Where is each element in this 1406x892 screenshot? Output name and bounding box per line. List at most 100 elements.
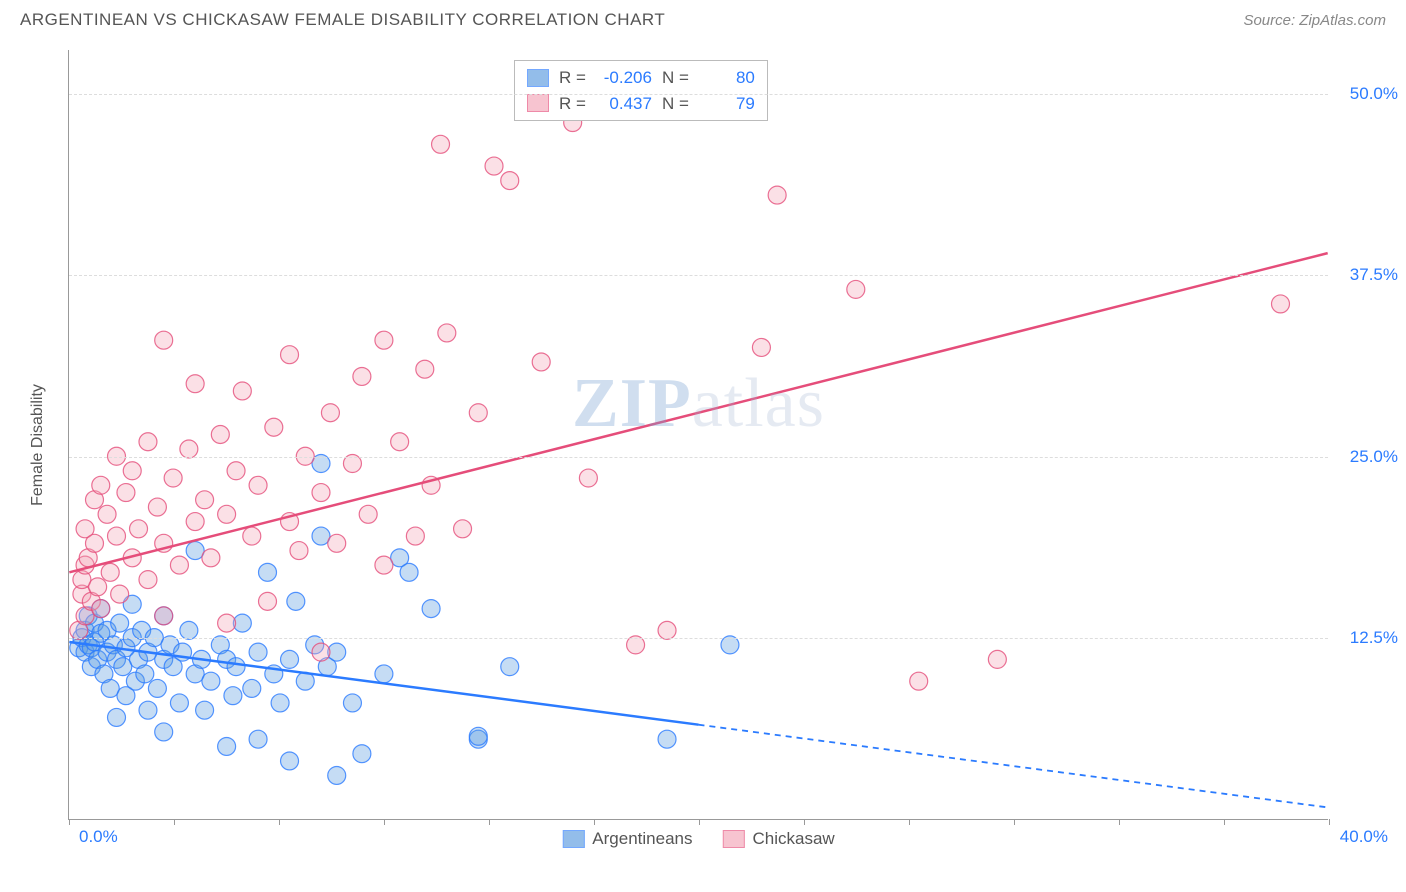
gridline [69, 638, 1328, 639]
data-point [1272, 295, 1290, 313]
x-tick [489, 819, 490, 825]
data-point [438, 324, 456, 342]
legend-label-argentineans: Argentineans [592, 829, 692, 849]
x-tick [69, 819, 70, 825]
data-point [155, 723, 173, 741]
data-point [108, 527, 126, 545]
r-label: R = [559, 65, 586, 91]
data-point [281, 346, 299, 364]
data-point [180, 621, 198, 639]
data-point [768, 186, 786, 204]
data-point [271, 694, 289, 712]
data-point [321, 404, 339, 422]
data-point [290, 542, 308, 560]
data-point [375, 331, 393, 349]
data-point [469, 404, 487, 422]
data-point [196, 701, 214, 719]
data-point [249, 730, 267, 748]
data-point [89, 578, 107, 596]
data-point [211, 426, 229, 444]
x-tick [1224, 819, 1225, 825]
chart-title: ARGENTINEAN VS CHICKASAW FEMALE DISABILI… [20, 10, 665, 30]
data-point [847, 280, 865, 298]
data-point [202, 672, 220, 690]
swatch-argentineans [562, 830, 584, 848]
data-point [186, 375, 204, 393]
data-point [406, 527, 424, 545]
source-attribution: Source: ZipAtlas.com [1243, 12, 1386, 29]
data-point [287, 592, 305, 610]
data-point [218, 505, 236, 523]
data-point [359, 505, 377, 523]
data-point [218, 614, 236, 632]
data-point [170, 556, 188, 574]
chart-container: Female Disability ZIPatlas R = -0.206 N … [48, 50, 1388, 840]
data-point [202, 549, 220, 567]
data-point [85, 534, 103, 552]
legend-label-chickasaw: Chickasaw [752, 829, 834, 849]
data-point [501, 172, 519, 190]
data-point [752, 338, 770, 356]
data-point [243, 679, 261, 697]
series-legend: Argentineans Chickasaw [562, 829, 834, 849]
data-point [454, 520, 472, 538]
data-point [186, 513, 204, 531]
data-point [422, 600, 440, 618]
data-point [312, 643, 330, 661]
data-point [130, 520, 148, 538]
data-point [224, 687, 242, 705]
data-point [111, 585, 129, 603]
data-point [375, 665, 393, 683]
data-point [353, 367, 371, 385]
data-point [92, 600, 110, 618]
data-point [196, 491, 214, 509]
data-point [259, 563, 277, 581]
data-point [416, 360, 434, 378]
data-point [658, 730, 676, 748]
x-tick [699, 819, 700, 825]
data-point [111, 614, 129, 632]
swatch-chickasaw [527, 94, 549, 112]
y-tick-label: 25.0% [1338, 447, 1398, 467]
data-point [281, 650, 299, 668]
data-point [281, 752, 299, 770]
data-point [227, 658, 245, 676]
data-point [92, 476, 110, 494]
data-point [243, 527, 261, 545]
swatch-argentineans [527, 69, 549, 87]
data-point [136, 665, 154, 683]
data-point [353, 745, 371, 763]
y-axis-title: Female Disability [29, 384, 47, 506]
stats-row-argentineans: R = -0.206 N = 80 [527, 65, 755, 91]
regression-line [69, 253, 1327, 572]
x-tick [1119, 819, 1120, 825]
data-point [139, 571, 157, 589]
data-point [101, 563, 119, 581]
data-point [227, 462, 245, 480]
data-point [469, 727, 487, 745]
legend-item-argentineans: Argentineans [562, 829, 692, 849]
x-tick [594, 819, 595, 825]
data-point [910, 672, 928, 690]
r-value-argentineans: -0.206 [596, 65, 652, 91]
x-axis-origin-label: 0.0% [79, 827, 118, 847]
data-point [658, 621, 676, 639]
data-point [988, 650, 1006, 668]
data-point [265, 418, 283, 436]
gridline [69, 275, 1328, 276]
data-point [139, 701, 157, 719]
data-point [155, 607, 173, 625]
data-point [180, 440, 198, 458]
plot-area: ZIPatlas R = -0.206 N = 80 R = 0.437 N =… [68, 50, 1328, 820]
y-tick-label: 50.0% [1338, 84, 1398, 104]
data-point [108, 708, 126, 726]
y-tick-label: 12.5% [1338, 628, 1398, 648]
data-point [312, 484, 330, 502]
data-point [259, 592, 277, 610]
data-point [343, 694, 361, 712]
x-tick [909, 819, 910, 825]
data-point [218, 737, 236, 755]
data-point [249, 643, 267, 661]
data-point [117, 484, 135, 502]
data-point [155, 331, 173, 349]
